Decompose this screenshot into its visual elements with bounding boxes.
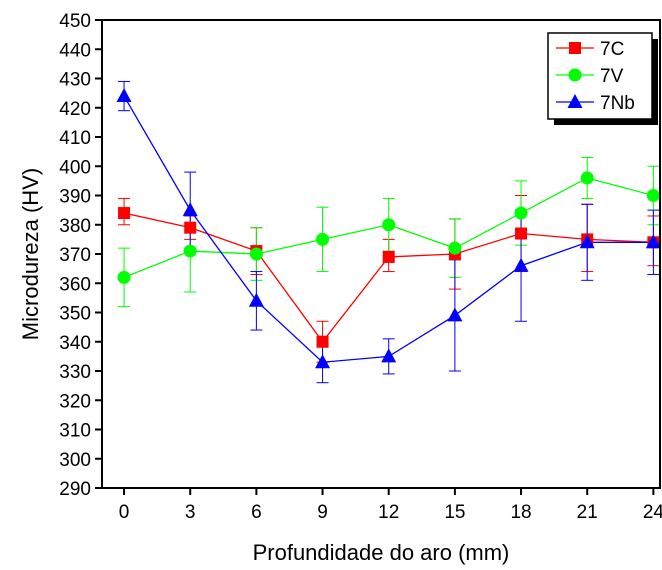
data-point-7v <box>448 241 462 255</box>
x-axis-ticks: 0 3 6 9 12 15 18 21 24 <box>119 488 662 523</box>
data-point-7nb <box>513 257 529 272</box>
legend-label-7v: 7V <box>600 66 624 87</box>
data-point-7c <box>184 221 197 234</box>
x-tick-label: 9 <box>317 502 328 523</box>
error-bars <box>118 80 660 384</box>
y-axis-title: Microdureza (HV) <box>18 168 43 340</box>
x-tick-label: 0 <box>119 502 130 523</box>
x-tick-label: 21 <box>577 502 598 523</box>
data-point-7nb <box>645 234 661 249</box>
legend-marker-7nb <box>567 94 583 108</box>
data-point-7nb <box>182 202 198 217</box>
legend-label-7c: 7C <box>600 39 624 60</box>
data-point-7nb <box>381 348 397 363</box>
y-tick-label: 370 <box>59 245 91 266</box>
y-tick-label: 420 <box>59 99 91 120</box>
y-tick-label: 430 <box>59 70 91 91</box>
data-point-7nb <box>447 307 463 322</box>
y-tick-label: 320 <box>59 391 91 412</box>
data-point-7nb <box>116 88 132 103</box>
y-tick-label: 440 <box>59 40 91 61</box>
x-tick-label: 18 <box>510 502 531 523</box>
legend-box <box>547 32 653 120</box>
data-point-7c <box>316 335 329 348</box>
legend-label-7nb: 7Nb <box>600 93 635 114</box>
y-tick-label: 350 <box>59 304 91 325</box>
x-axis-title: Profundidade do aro (mm) <box>253 540 510 565</box>
data-point-7v <box>249 247 263 261</box>
data-point-7v <box>316 232 330 246</box>
y-tick-label: 290 <box>59 479 91 500</box>
y-tick-label: 310 <box>59 421 91 442</box>
data-point-7v <box>580 171 594 185</box>
data-point-7v <box>646 189 660 202</box>
y-tick-label: 360 <box>59 274 91 295</box>
legend-marker-7v <box>568 68 582 82</box>
x-tick-label: 3 <box>185 502 196 523</box>
data-point-7c <box>515 227 528 240</box>
data-point-7v <box>117 270 131 284</box>
legend: 7C 7V 7Nb <box>547 32 658 125</box>
x-tick-label: 15 <box>444 502 465 523</box>
y-tick-label: 410 <box>59 128 91 149</box>
data-point-7nb <box>315 354 331 369</box>
data-point-7v <box>382 218 396 232</box>
y-tick-label: 330 <box>59 362 91 383</box>
y-tick-label: 340 <box>59 333 91 354</box>
data-point-7nb <box>248 292 264 307</box>
data-point-7nb <box>579 234 595 249</box>
x-tick-label: 6 <box>251 502 262 523</box>
data-point-7c <box>118 207 131 220</box>
y-tick-label: 380 <box>59 216 91 237</box>
x-tick-label: 24 <box>643 502 662 523</box>
y-tick-label: 450 <box>59 11 91 32</box>
legend-marker-7c <box>569 42 581 54</box>
y-tick-label: 400 <box>59 157 91 178</box>
data-point-7c <box>382 250 395 263</box>
data-point-7v <box>183 244 197 258</box>
x-tick-label: 12 <box>378 502 399 523</box>
y-tick-label: 390 <box>59 187 91 208</box>
y-tick-label: 300 <box>59 450 91 471</box>
data-markers <box>116 88 661 369</box>
y-axis-ticks: 290 300 310 320 330 340 350 360 370 380 390 400 410 4… <box>59 11 102 500</box>
data-point-7v <box>514 206 528 220</box>
